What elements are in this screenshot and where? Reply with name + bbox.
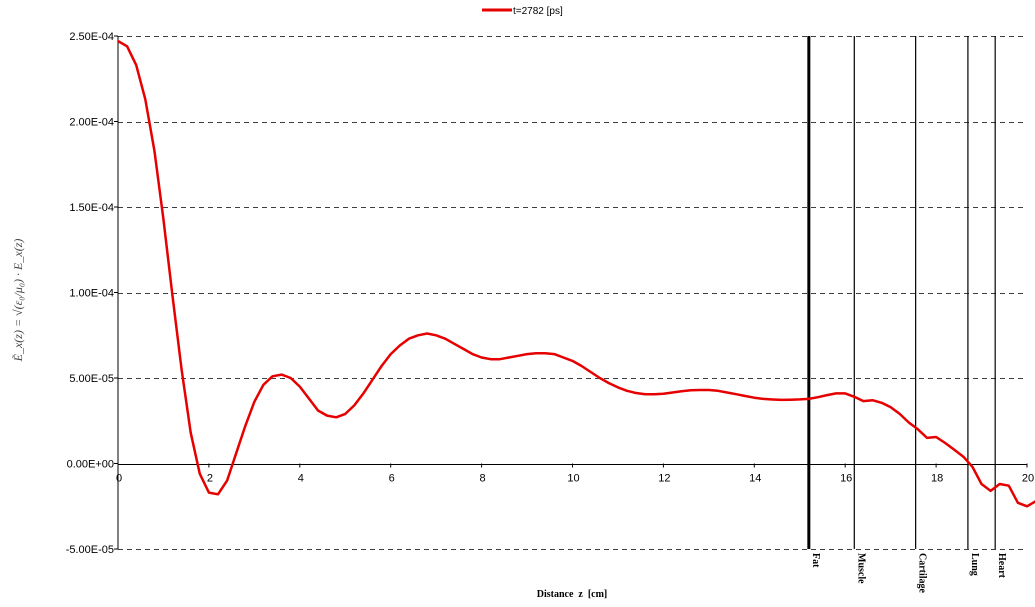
gridlines — [118, 36, 1027, 550]
legend-label: t=2782 [ps] — [513, 6, 563, 17]
series-group — [118, 39, 1035, 508]
x-tick-labels: 0 2 4 6 8 10 12 14 16 18 20 — [116, 463, 1034, 485]
x-tick-label: 10 — [567, 473, 579, 485]
y-tick-labels: 2.50E-04 2.00E-04 1.50E-04 1.00E-04 5.00E-05… — [66, 31, 118, 556]
y-axis-title: Ẽ_x(z) = √(ε₀/μ₀) · E_x(z) — [11, 239, 25, 363]
x-tick-label: 2 — [207, 473, 213, 485]
x-tick-label: 20 — [1022, 473, 1034, 485]
x-tick-label: 18 — [931, 473, 943, 485]
boundary-label-muscle: Muscle — [855, 553, 866, 584]
x-tick-label: 4 — [298, 473, 304, 485]
y-tick-label: 2.00E-04 — [69, 117, 114, 129]
y-tick-label: -5.00E-05 — [66, 544, 114, 556]
legend: t=2782 [ps] — [482, 6, 563, 17]
boundary-label-lung: Lung — [969, 553, 980, 576]
tissue-boundaries: Fat Muscle Cartilage Lung Heart — [807, 36, 1007, 594]
x-axis-title: Distance z [cm] — [537, 589, 608, 600]
boundary-label-fat: Fat — [810, 553, 821, 568]
x-tick-label: 6 — [389, 473, 395, 485]
x-tick-label: 16 — [840, 473, 852, 485]
boundary-label-heart: Heart — [996, 553, 1007, 579]
x-tick-label: 12 — [658, 473, 670, 485]
y-tick-label: 1.50E-04 — [69, 202, 114, 214]
x-tick-label: 8 — [480, 473, 486, 485]
x-tick-label: 14 — [749, 473, 761, 485]
y-tick-label: 2.50E-04 — [69, 31, 114, 43]
y-tick-label: 0.00E+00 — [67, 459, 114, 471]
boundary-label-cartilage: Cartilage — [917, 553, 928, 594]
y-tick-label: 1.00E-04 — [69, 288, 114, 300]
y-tick-label: 5.00E-05 — [69, 373, 114, 385]
series-line-0 — [118, 39, 1035, 508]
x-tick-label: 0 — [116, 473, 122, 485]
